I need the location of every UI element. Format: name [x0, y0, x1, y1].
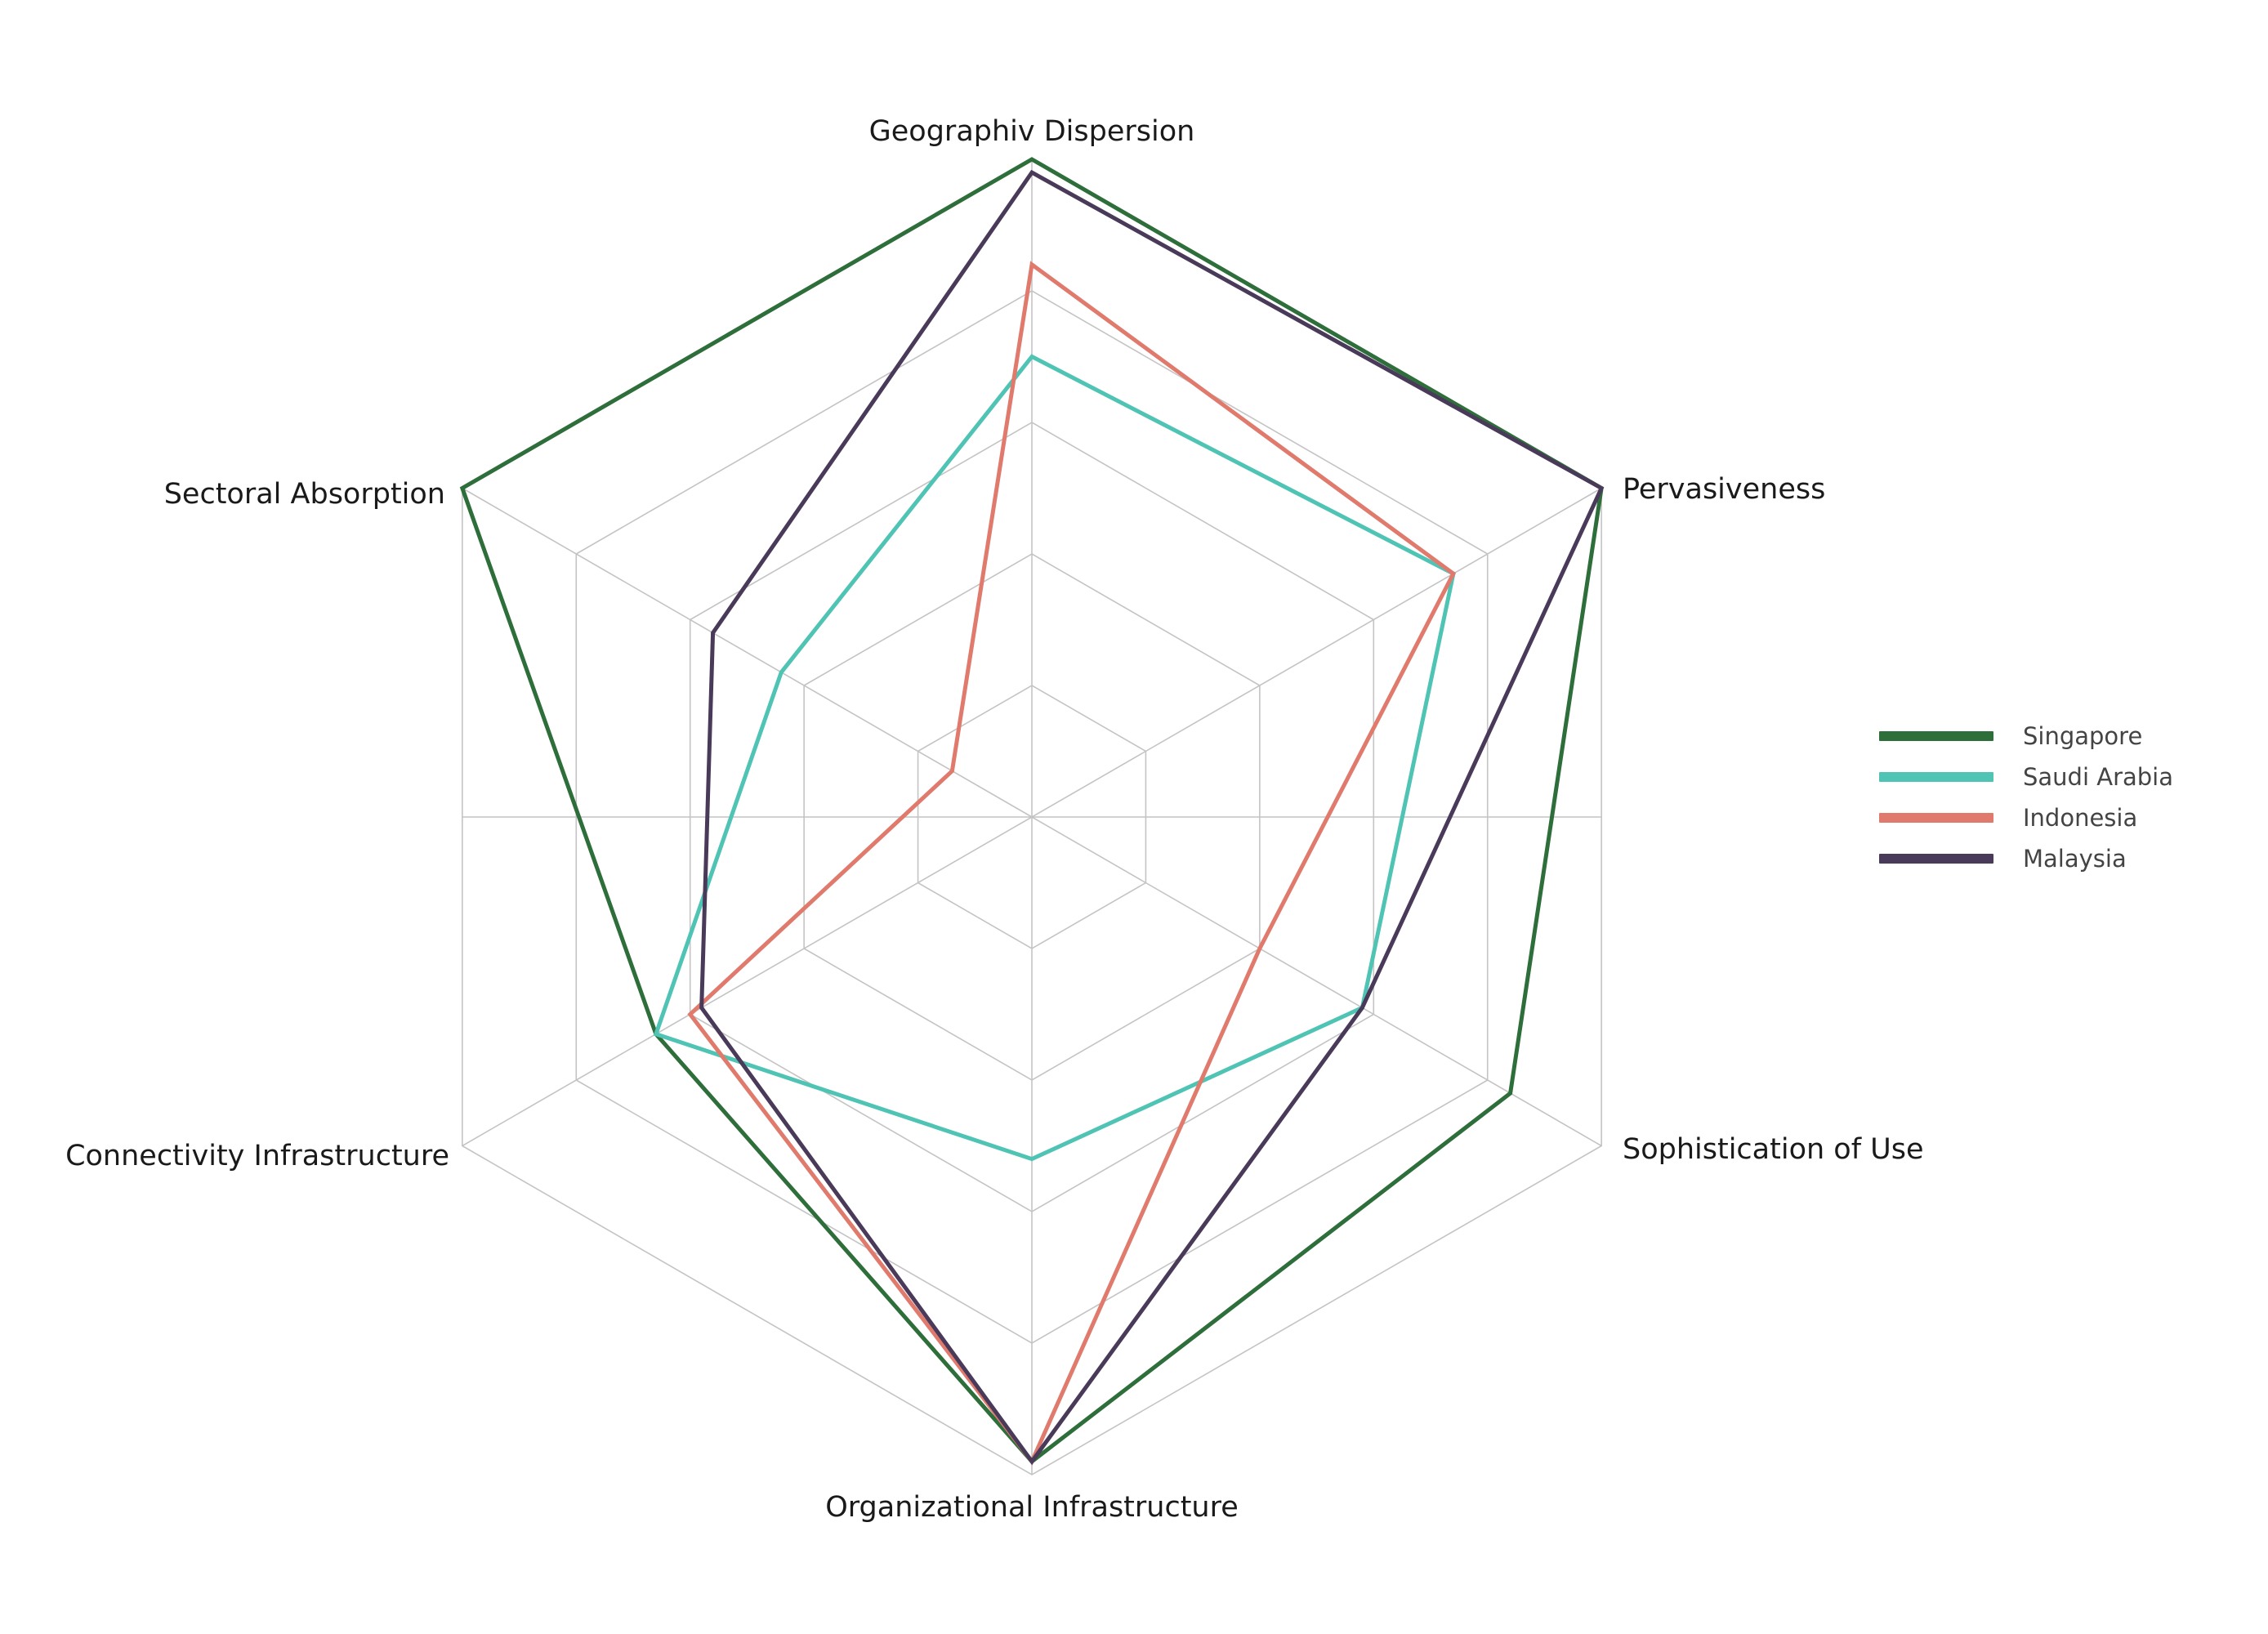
legend-label-indonesia: Indonesia — [2023, 804, 2138, 832]
legend: Singapore Saudi Arabia Indonesia Malaysi… — [1879, 716, 2173, 879]
legend-label-saudi-arabia: Saudi Arabia — [2023, 763, 2174, 791]
axis-spoke-5 — [462, 816, 1033, 1147]
legend-item-malaysia: Malaysia — [1879, 838, 2173, 879]
legend-swatch-indonesia — [1879, 813, 1993, 823]
axis-spoke-3 — [1031, 816, 1602, 1147]
legend-swatch-saudi-arabia — [1879, 772, 1993, 782]
legend-swatch-singapore — [1879, 731, 1993, 741]
axis-label-geographic-dispersion: Geographiv Dispersion — [869, 115, 1195, 148]
axis-label-sophistication-of-use: Sophistication of Use — [1623, 1133, 1924, 1166]
legend-item-singapore: Singapore — [1879, 716, 2173, 757]
legend-item-indonesia: Indonesia — [1879, 797, 2173, 838]
axis-label-organizational-infrastructure: Organizational Infrastructure — [825, 1491, 1239, 1524]
radar-series — [459, 157, 1605, 1466]
series-line-saudi-arabia — [653, 354, 1456, 1162]
axis-spoke-6 — [462, 487, 1033, 818]
axis-label-connectivity-infrastructure: Connectivity Infrastructure — [65, 1140, 449, 1172]
legend-label-singapore: Singapore — [2023, 722, 2143, 750]
legend-swatch-malaysia — [1879, 854, 1993, 864]
axis-spoke-2 — [1031, 487, 1602, 818]
series-line-malaysia — [699, 169, 1605, 1466]
legend-label-malaysia: Malaysia — [2023, 845, 2127, 873]
axis-label-sectoral-absorption: Sectoral Absorption — [164, 478, 445, 511]
axis-label-pervasiveness: Pervasiveness — [1623, 473, 1825, 506]
legend-item-saudi-arabia: Saudi Arabia — [1879, 757, 2173, 797]
axis-labels: Geographiv Dispersion Pervasiveness Soph… — [65, 115, 1923, 1524]
